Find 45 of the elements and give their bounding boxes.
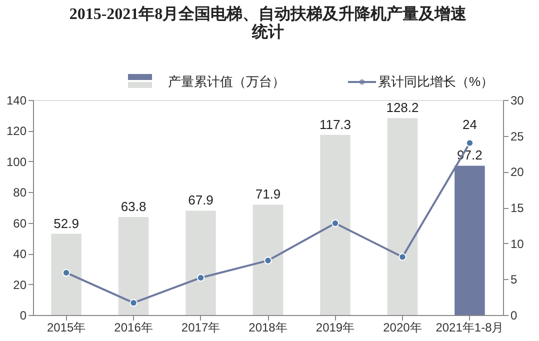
x-tick-label: 2019年 bbox=[316, 320, 355, 334]
y-tick-label: 80 bbox=[13, 186, 27, 200]
y2-tick-label: 10 bbox=[510, 236, 524, 251]
y-tick-label: 100 bbox=[6, 154, 27, 169]
bar bbox=[118, 217, 149, 315]
bar bbox=[186, 210, 216, 315]
point bbox=[466, 139, 474, 147]
bar bbox=[320, 134, 350, 315]
data-label: 63.8 bbox=[120, 199, 146, 214]
y2-tick-label: 20 bbox=[510, 165, 524, 180]
bar bbox=[51, 234, 82, 315]
x-tick-label: 2020年 bbox=[383, 320, 422, 334]
y-tick-label: 0 bbox=[20, 308, 27, 322]
point bbox=[398, 253, 406, 261]
data-label: 128.2 bbox=[386, 100, 419, 116]
y2-tick-label: 0 bbox=[510, 308, 518, 322]
bar bbox=[252, 204, 284, 315]
data-label: 117.3 bbox=[319, 116, 352, 132]
point bbox=[264, 256, 272, 264]
y-tick-label: 20 bbox=[13, 278, 27, 292]
data-label: 52.9 bbox=[54, 216, 79, 231]
x-tick-label: 2015年 bbox=[46, 320, 86, 334]
legend-label: 产量累计值（万台） bbox=[168, 74, 285, 89]
point bbox=[331, 219, 340, 228]
x-tick-label: 2021年1-8月 bbox=[436, 320, 504, 334]
data-label: 71.9 bbox=[255, 186, 281, 202]
x-tick-label: 2017年 bbox=[181, 320, 220, 334]
y-tick-label: 120 bbox=[6, 124, 27, 138]
legend-label: 累计同比增长（%） bbox=[378, 74, 494, 89]
y2-tick-label: 15 bbox=[510, 201, 524, 215]
point bbox=[62, 268, 70, 277]
point bbox=[130, 298, 138, 307]
data-label: 67.9 bbox=[188, 192, 214, 208]
data-label: 24 bbox=[462, 117, 477, 132]
point bbox=[196, 274, 205, 282]
y2-tick-label: 5 bbox=[510, 272, 518, 287]
y2-tick-label: 30 bbox=[510, 94, 524, 108]
x-tick-label: 2018年 bbox=[248, 320, 288, 334]
y-tick-label: 60 bbox=[13, 216, 27, 230]
y2-tick-label: 25 bbox=[510, 129, 524, 144]
y-tick-label: 40 bbox=[13, 247, 27, 262]
x-tick-label: 2016年 bbox=[114, 320, 153, 334]
bar bbox=[387, 118, 418, 315]
chart-title: 2015-2021年8月全国电梯、自动扶梯及升降机产量及增速统计 bbox=[69, 5, 468, 41]
y-tick-label: 140 bbox=[6, 94, 27, 108]
